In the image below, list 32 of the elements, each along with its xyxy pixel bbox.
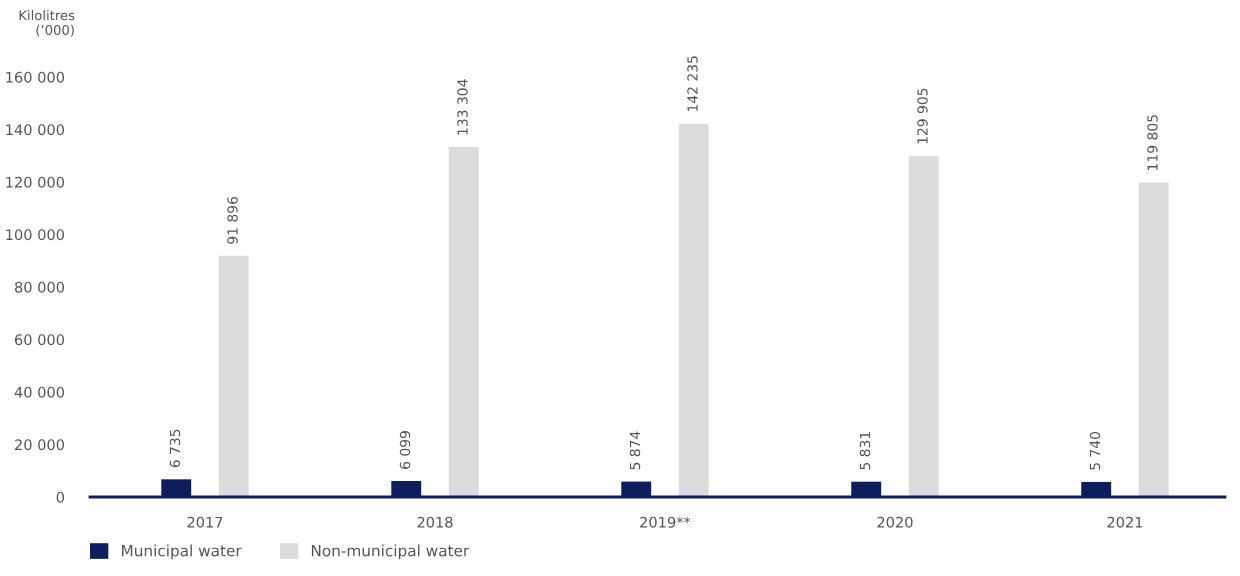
bar <box>218 255 249 497</box>
y-tick-label: 40 000 <box>14 386 65 398</box>
x-tick-label: 2021 <box>1107 516 1143 528</box>
x-tick-label: 2017 <box>187 516 223 528</box>
legend-label: Non-municipal water <box>311 544 470 560</box>
y-tick-label: 120 000 <box>6 176 65 188</box>
data-label: 6 735 <box>169 429 181 468</box>
x-tick-label: 2018 <box>417 516 453 528</box>
data-label: 91 896 <box>227 196 238 244</box>
x-tick-label: 2019** <box>640 516 691 528</box>
y-tick-label: 80 000 <box>14 281 65 293</box>
data-label: 5 831 <box>859 432 871 470</box>
data-label: 133 304 <box>457 79 468 135</box>
bar <box>1138 182 1169 497</box>
data-label: 119 805 <box>1147 115 1158 170</box>
data-label: 5 740 <box>1089 431 1101 470</box>
data-label: 129 905 <box>917 88 928 144</box>
y-axis-title: Kilolitres (’000) <box>19 10 75 37</box>
data-label: 5 874 <box>629 431 641 470</box>
bar <box>448 147 479 497</box>
data-label: 6 099 <box>399 431 411 469</box>
y-tick-label: 20 000 <box>15 439 65 451</box>
y-tick-label: 140 000 <box>6 124 65 136</box>
bar <box>908 156 939 497</box>
y-tick-label: 100 000 <box>6 229 65 241</box>
y-tick-label: 160 000 <box>6 71 65 83</box>
legend-label: Municipal water <box>122 544 242 560</box>
bar <box>678 123 709 497</box>
x-tick-label: 2020 <box>877 516 913 528</box>
data-label: 142 235 <box>687 56 698 111</box>
y-tick-label: 60 000 <box>14 334 65 346</box>
y-tick-label: 0 <box>56 491 65 503</box>
